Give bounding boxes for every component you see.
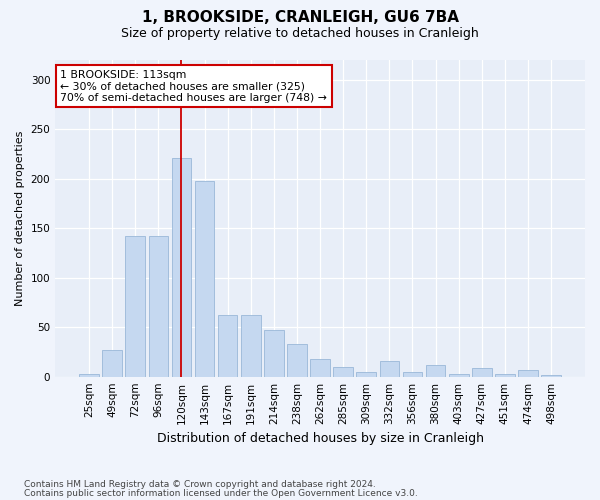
Text: Size of property relative to detached houses in Cranleigh: Size of property relative to detached ho… xyxy=(121,28,479,40)
Bar xyxy=(218,316,238,376)
X-axis label: Distribution of detached houses by size in Cranleigh: Distribution of detached houses by size … xyxy=(157,432,484,445)
Bar xyxy=(287,344,307,376)
Bar xyxy=(172,158,191,376)
Bar xyxy=(310,359,330,376)
Text: Contains public sector information licensed under the Open Government Licence v3: Contains public sector information licen… xyxy=(24,490,418,498)
Bar xyxy=(449,374,469,376)
Bar xyxy=(541,374,561,376)
Bar xyxy=(472,368,491,376)
Bar xyxy=(264,330,284,376)
Text: 1 BROOKSIDE: 113sqm
← 30% of detached houses are smaller (325)
70% of semi-detac: 1 BROOKSIDE: 113sqm ← 30% of detached ho… xyxy=(61,70,328,102)
Bar xyxy=(403,372,422,376)
Bar xyxy=(103,350,122,376)
Bar xyxy=(241,316,260,376)
Bar xyxy=(495,374,515,376)
Bar xyxy=(380,361,399,376)
Bar xyxy=(79,374,99,376)
Bar xyxy=(125,236,145,376)
Bar xyxy=(356,372,376,376)
Y-axis label: Number of detached properties: Number of detached properties xyxy=(15,130,25,306)
Text: 1, BROOKSIDE, CRANLEIGH, GU6 7BA: 1, BROOKSIDE, CRANLEIGH, GU6 7BA xyxy=(142,10,458,25)
Bar xyxy=(149,236,168,376)
Bar xyxy=(334,367,353,376)
Bar xyxy=(518,370,538,376)
Bar xyxy=(195,180,214,376)
Bar xyxy=(426,365,445,376)
Text: Contains HM Land Registry data © Crown copyright and database right 2024.: Contains HM Land Registry data © Crown c… xyxy=(24,480,376,489)
